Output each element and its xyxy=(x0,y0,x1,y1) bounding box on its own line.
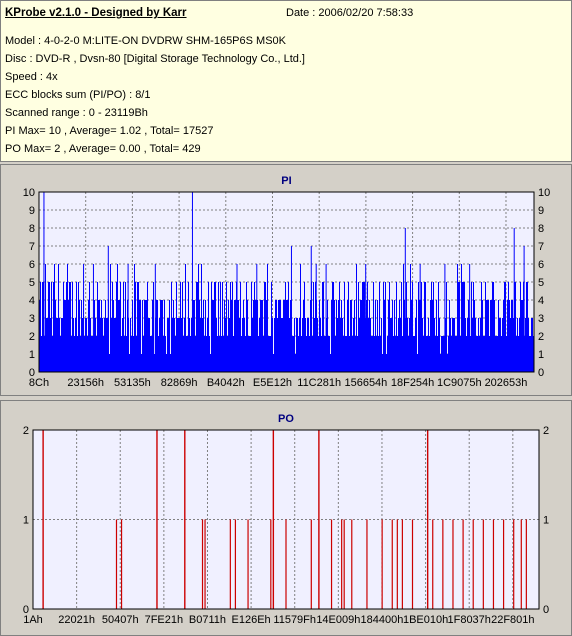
range-line: Scanned range : 0 - 23119Bh xyxy=(5,107,148,119)
po-y-tick-label-right: 2 xyxy=(543,425,549,437)
model-line: Model : 4-0-2-0 M:LITE-ON DVDRW SHM-165P… xyxy=(5,35,286,47)
scan-date: Date : 2006/02/20 7:58:33 xyxy=(286,7,414,19)
pi-x-tick-label: 8Ch xyxy=(29,377,49,389)
pi-chart-title: PI xyxy=(281,175,291,187)
po-plot-border xyxy=(32,429,540,610)
pi-summary-line: PI Max= 10 , Average= 1.02 , Total= 1752… xyxy=(5,125,214,137)
pi-y-tick-label-left: 6 xyxy=(29,259,35,271)
disc-line: Disc : DVD-R , Dvsn-80 [Digital Storage … xyxy=(5,53,305,65)
pi-x-tick-label: 202653h xyxy=(485,377,528,389)
pi-y-tick-label-left: 8 xyxy=(29,223,35,235)
po-x-tick-label: 50407h xyxy=(102,614,139,626)
pi-chart-panel: PI 0 0 1 1 2 2 3 3 4 4 5 5 6 6 7 7 8 8 9 9 10 10 8Ch 23156h 53135… xyxy=(0,164,572,396)
pi-y-tick-label-left: 7 xyxy=(29,241,35,253)
pi-x-tick-label: B4042h xyxy=(207,377,245,389)
speed-line: Speed : 4x xyxy=(5,71,58,83)
po-y-tick-label-left: 1 xyxy=(23,515,29,527)
po-x-tick-label: 22F801h xyxy=(491,614,534,626)
po-y-tick-label-right: 1 xyxy=(543,515,549,527)
app-title: KProbe v2.1.0 - Designed by Karr xyxy=(5,7,187,19)
info-panel: KProbe v2.1.0 - Designed by Karr Date : … xyxy=(0,0,572,162)
pi-y-tick-label-left: 5 xyxy=(29,277,35,289)
pi-x-tick-label: 18F254h xyxy=(391,377,434,389)
pi-x-tick-label: 53135h xyxy=(114,377,151,389)
pi-y-tick-label-right: 10 xyxy=(538,187,550,199)
pi-y-tick-label-left: 4 xyxy=(29,295,35,307)
po-x-tick-label: 7FE21h xyxy=(145,614,184,626)
pi-x-tick-label: 82869h xyxy=(161,377,198,389)
pi-y-tick-label-right: 7 xyxy=(538,241,544,253)
pi-y-tick-label-left: 9 xyxy=(29,205,35,217)
pi-y-tick-label-left: 3 xyxy=(29,313,35,325)
pi-x-tick-label: 23156h xyxy=(67,377,104,389)
po-x-tick-label: E126Eh xyxy=(232,614,271,626)
po-chart: PO 0 0 1 1 2 2 1Ah 22021h 50407h 7FE21h B0711h E126E… xyxy=(23,413,549,626)
po-y-tick-label-left: 2 xyxy=(23,425,29,437)
pi-y-tick-label-right: 5 xyxy=(538,277,544,289)
pi-y-tick-label-left: 2 xyxy=(29,331,35,343)
pi-y-tick-label-right: 1 xyxy=(538,349,544,361)
pi-y-tick-label-right: 0 xyxy=(538,367,544,379)
pi-y-tick-label-right: 2 xyxy=(538,331,544,343)
pi-x-tick-label: 11C281h xyxy=(297,377,341,389)
po-chart-panel: PO 0 0 1 1 2 2 1Ah 22021h 50407h 7FE21h B0711h E126E… xyxy=(0,400,572,636)
po-x-tick-label: 1F8037h xyxy=(447,614,490,626)
pi-x-tick-label: 156654h xyxy=(344,377,387,389)
pi-y-tick-label-right: 8 xyxy=(538,223,544,235)
po-x-tick-label: 1BE010h xyxy=(403,614,448,626)
pi-y-tick-label-right: 4 xyxy=(538,295,544,307)
po-x-tick-label: 184400h xyxy=(361,614,404,626)
po-chart-title: PO xyxy=(278,413,294,425)
pi-plot-border xyxy=(38,191,535,373)
pi-y-tick-label-left: 10 xyxy=(23,187,35,199)
po-x-tick-label: 22021h xyxy=(58,614,95,626)
pi-y-tick-label-right: 3 xyxy=(538,313,544,325)
pi-y-tick-label-left: 0 xyxy=(29,367,35,379)
po-summary-line: PO Max= 2 , Average= 0.00 , Total= 429 xyxy=(5,143,201,155)
pi-y-tick-label-left: 1 xyxy=(29,349,35,361)
po-x-tick-label: B0711h xyxy=(189,614,226,626)
po-x-tick-label: 11579Fh xyxy=(273,614,316,626)
pi-x-tick-label: E5E12h xyxy=(253,377,292,389)
pi-y-tick-label-right: 9 xyxy=(538,205,544,217)
pi-y-tick-label-right: 6 xyxy=(538,259,544,271)
po-y-tick-label-left: 0 xyxy=(23,604,29,616)
po-y-tick-label-right: 0 xyxy=(543,604,549,616)
ecc-line: ECC blocks sum (PI/PO) : 8/1 xyxy=(5,89,151,101)
pi-x-tick-label: 1C9075h xyxy=(437,377,482,389)
pi-chart: PI 0 0 1 1 2 2 3 3 4 4 5 5 6 6 7 7 8 8 9 9 10 10 8Ch 23156h 53135… xyxy=(23,175,551,389)
po-x-tick-label: 1Ah xyxy=(23,614,43,626)
po-x-tick-label: 14E009h xyxy=(316,614,360,626)
